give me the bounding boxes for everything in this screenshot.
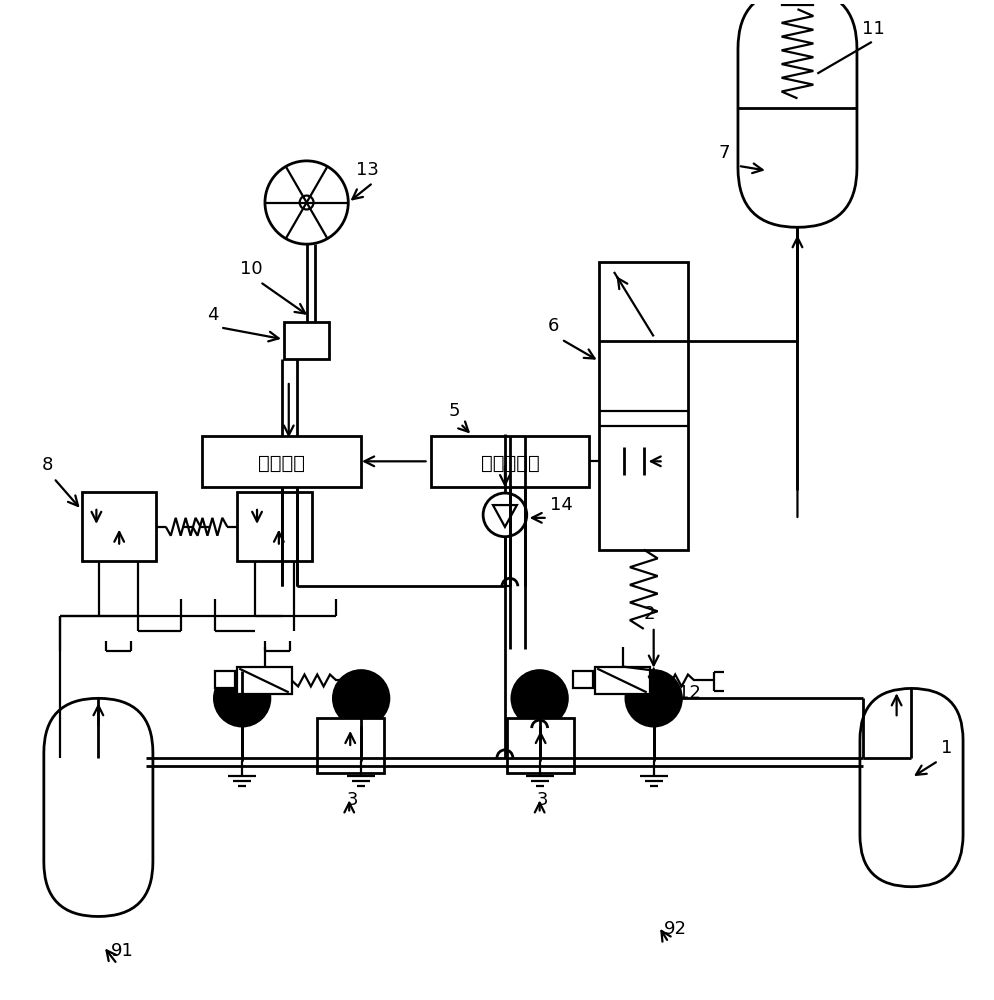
Bar <box>216 671 236 688</box>
Text: 3: 3 <box>537 791 548 809</box>
Bar <box>238 492 311 561</box>
Text: 92: 92 <box>664 920 687 938</box>
Bar <box>316 718 384 773</box>
Text: 2: 2 <box>644 605 655 623</box>
Polygon shape <box>493 505 517 527</box>
Bar <box>595 667 650 694</box>
Text: 91: 91 <box>111 942 134 960</box>
Bar <box>574 671 593 688</box>
Text: 8: 8 <box>42 456 54 474</box>
Text: 5: 5 <box>448 402 460 420</box>
Circle shape <box>215 671 270 726</box>
Text: 13: 13 <box>356 161 379 179</box>
Bar <box>430 436 589 487</box>
FancyBboxPatch shape <box>44 698 153 916</box>
Bar <box>238 667 291 694</box>
Circle shape <box>483 493 527 537</box>
Bar <box>599 262 689 550</box>
Bar <box>284 322 329 359</box>
Circle shape <box>626 671 682 726</box>
Circle shape <box>333 671 389 726</box>
Text: 液压转阀: 液压转阀 <box>258 454 305 473</box>
Text: 差动分配阀: 差动分配阀 <box>480 454 540 473</box>
Bar <box>507 718 575 773</box>
Circle shape <box>299 196 313 209</box>
Text: 7: 7 <box>718 144 730 162</box>
Text: 6: 6 <box>548 317 559 335</box>
Bar <box>203 436 361 487</box>
Circle shape <box>265 161 348 244</box>
Text: 11: 11 <box>862 20 885 38</box>
FancyBboxPatch shape <box>738 0 857 227</box>
Text: 10: 10 <box>241 260 262 278</box>
Bar <box>781 0 813 5</box>
FancyBboxPatch shape <box>860 688 963 887</box>
Text: 12: 12 <box>679 684 702 702</box>
Circle shape <box>512 671 568 726</box>
Text: 3: 3 <box>346 791 358 809</box>
Text: 4: 4 <box>208 306 219 324</box>
Text: 1: 1 <box>941 739 952 757</box>
Text: 14: 14 <box>550 496 573 514</box>
Bar <box>82 492 156 561</box>
